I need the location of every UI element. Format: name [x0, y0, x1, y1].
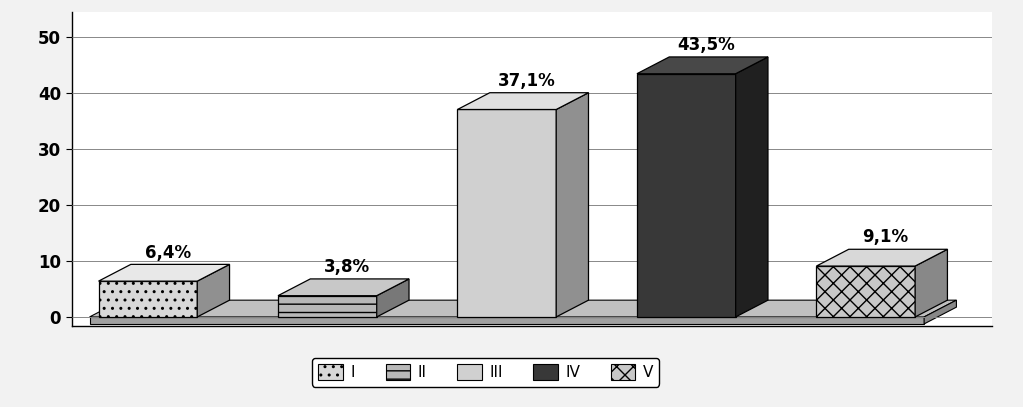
Polygon shape [637, 57, 768, 74]
Polygon shape [916, 249, 947, 317]
Polygon shape [98, 265, 229, 281]
Polygon shape [736, 57, 768, 317]
Text: 9,1%: 9,1% [862, 228, 908, 247]
Polygon shape [98, 281, 197, 317]
Polygon shape [816, 249, 947, 266]
Text: 6,4%: 6,4% [144, 243, 190, 262]
Polygon shape [278, 296, 376, 317]
Polygon shape [90, 300, 957, 317]
Polygon shape [197, 265, 229, 317]
Legend: I, II, III, IV, V: I, II, III, IV, V [312, 358, 660, 387]
Polygon shape [457, 109, 557, 317]
Polygon shape [90, 317, 924, 324]
Polygon shape [816, 266, 916, 317]
Text: 43,5%: 43,5% [677, 36, 735, 54]
Polygon shape [924, 300, 957, 324]
Polygon shape [557, 93, 588, 317]
Polygon shape [376, 279, 409, 317]
Polygon shape [457, 93, 588, 109]
Polygon shape [278, 279, 409, 296]
Polygon shape [637, 74, 736, 317]
Text: 3,8%: 3,8% [324, 258, 370, 276]
Text: 37,1%: 37,1% [498, 72, 555, 90]
